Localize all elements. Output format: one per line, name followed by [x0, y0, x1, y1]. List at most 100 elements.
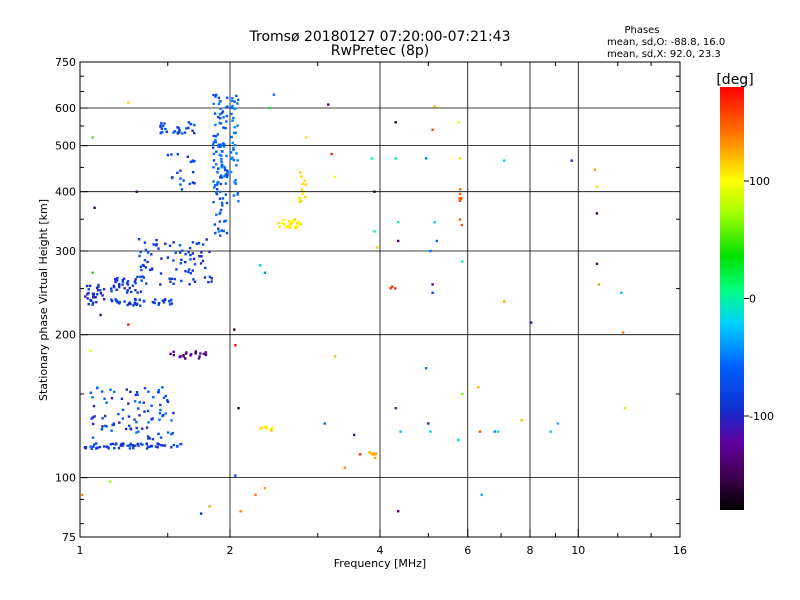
data-point — [109, 480, 112, 483]
data-point — [620, 291, 623, 294]
data-point — [162, 396, 166, 399]
data-point — [235, 94, 238, 98]
data-point — [87, 291, 90, 295]
data-point — [283, 223, 286, 226]
y-tick-label: 600 — [55, 102, 76, 115]
data-point — [89, 445, 92, 448]
data-point — [201, 259, 205, 263]
data-point — [288, 222, 292, 225]
data-point — [151, 417, 154, 420]
data-point — [151, 300, 155, 304]
data-point — [187, 126, 190, 130]
data-point — [102, 288, 106, 291]
data-point — [153, 301, 156, 305]
data-point — [224, 182, 228, 185]
data-point — [299, 223, 303, 226]
data-point — [104, 424, 107, 428]
data-point — [394, 407, 397, 410]
data-point — [221, 163, 224, 166]
data-point — [138, 298, 141, 301]
data-point — [224, 193, 228, 196]
data-point — [222, 229, 225, 233]
data-point — [170, 153, 173, 156]
data-point — [226, 173, 229, 177]
data-point — [397, 239, 400, 243]
data-point — [182, 354, 185, 357]
x-axis: 1 2 4 6 8 10 16 — [77, 62, 687, 557]
data-point — [157, 247, 160, 250]
data-point — [103, 445, 106, 448]
data-point — [89, 284, 92, 288]
data-point — [225, 120, 228, 123]
x-tick-label: 2 — [227, 544, 234, 557]
data-point — [172, 443, 176, 447]
data-point — [155, 238, 158, 242]
data-point — [96, 289, 100, 292]
data-point — [219, 145, 222, 149]
data-point — [189, 258, 192, 261]
data-point — [221, 110, 225, 113]
data-point — [298, 220, 301, 223]
data-point — [161, 299, 165, 302]
data-point — [181, 132, 184, 135]
data-point — [478, 430, 482, 433]
data-point — [549, 430, 552, 433]
data-point — [294, 227, 297, 230]
data-point — [595, 262, 599, 265]
data-point — [460, 196, 463, 200]
y-tick-label: 100 — [55, 472, 76, 485]
data-point — [265, 427, 268, 430]
data-point — [212, 143, 215, 146]
colorbar-label: [deg] — [716, 72, 753, 88]
data-point — [93, 443, 96, 446]
data-point — [105, 401, 108, 404]
data-point — [480, 493, 483, 497]
colorbar-ticks: 100 0 -100 — [744, 175, 774, 423]
data-point — [111, 299, 114, 303]
data-point — [142, 401, 145, 404]
data-point — [433, 221, 436, 224]
data-point — [101, 294, 104, 297]
y-tick-label: 400 — [55, 186, 76, 199]
data-point — [134, 281, 137, 285]
data-point — [111, 423, 114, 427]
data-point — [192, 257, 196, 261]
data-point — [221, 204, 224, 207]
data-point — [93, 415, 96, 418]
data-point — [300, 199, 303, 202]
data-point — [435, 239, 438, 243]
data-point — [217, 167, 220, 170]
data-point — [182, 355, 185, 358]
data-point — [293, 219, 296, 222]
data-point — [126, 289, 129, 292]
data-point — [134, 444, 137, 447]
data-point — [147, 390, 150, 393]
data-point — [143, 259, 147, 262]
data-point — [193, 159, 196, 163]
data-point — [191, 181, 195, 184]
data-point — [87, 303, 90, 306]
data-point — [215, 213, 218, 216]
data-point — [503, 159, 506, 162]
data-point — [234, 179, 237, 182]
data-point — [186, 155, 189, 158]
data-point — [177, 126, 180, 130]
data-point — [202, 352, 205, 356]
data-point — [91, 303, 94, 306]
data-point — [166, 153, 170, 157]
data-point — [126, 291, 129, 294]
data-point — [204, 351, 207, 354]
data-point — [399, 430, 402, 433]
data-point — [137, 407, 140, 410]
data-point — [140, 279, 143, 282]
data-point — [147, 421, 150, 424]
data-point — [215, 93, 218, 97]
data-point — [92, 294, 95, 297]
data-point — [236, 191, 239, 195]
data-point — [291, 220, 294, 224]
data-point — [176, 153, 179, 156]
y-tick-label: 200 — [55, 329, 76, 342]
data-point — [429, 430, 432, 433]
data-point — [213, 112, 217, 115]
data-point — [169, 280, 172, 283]
